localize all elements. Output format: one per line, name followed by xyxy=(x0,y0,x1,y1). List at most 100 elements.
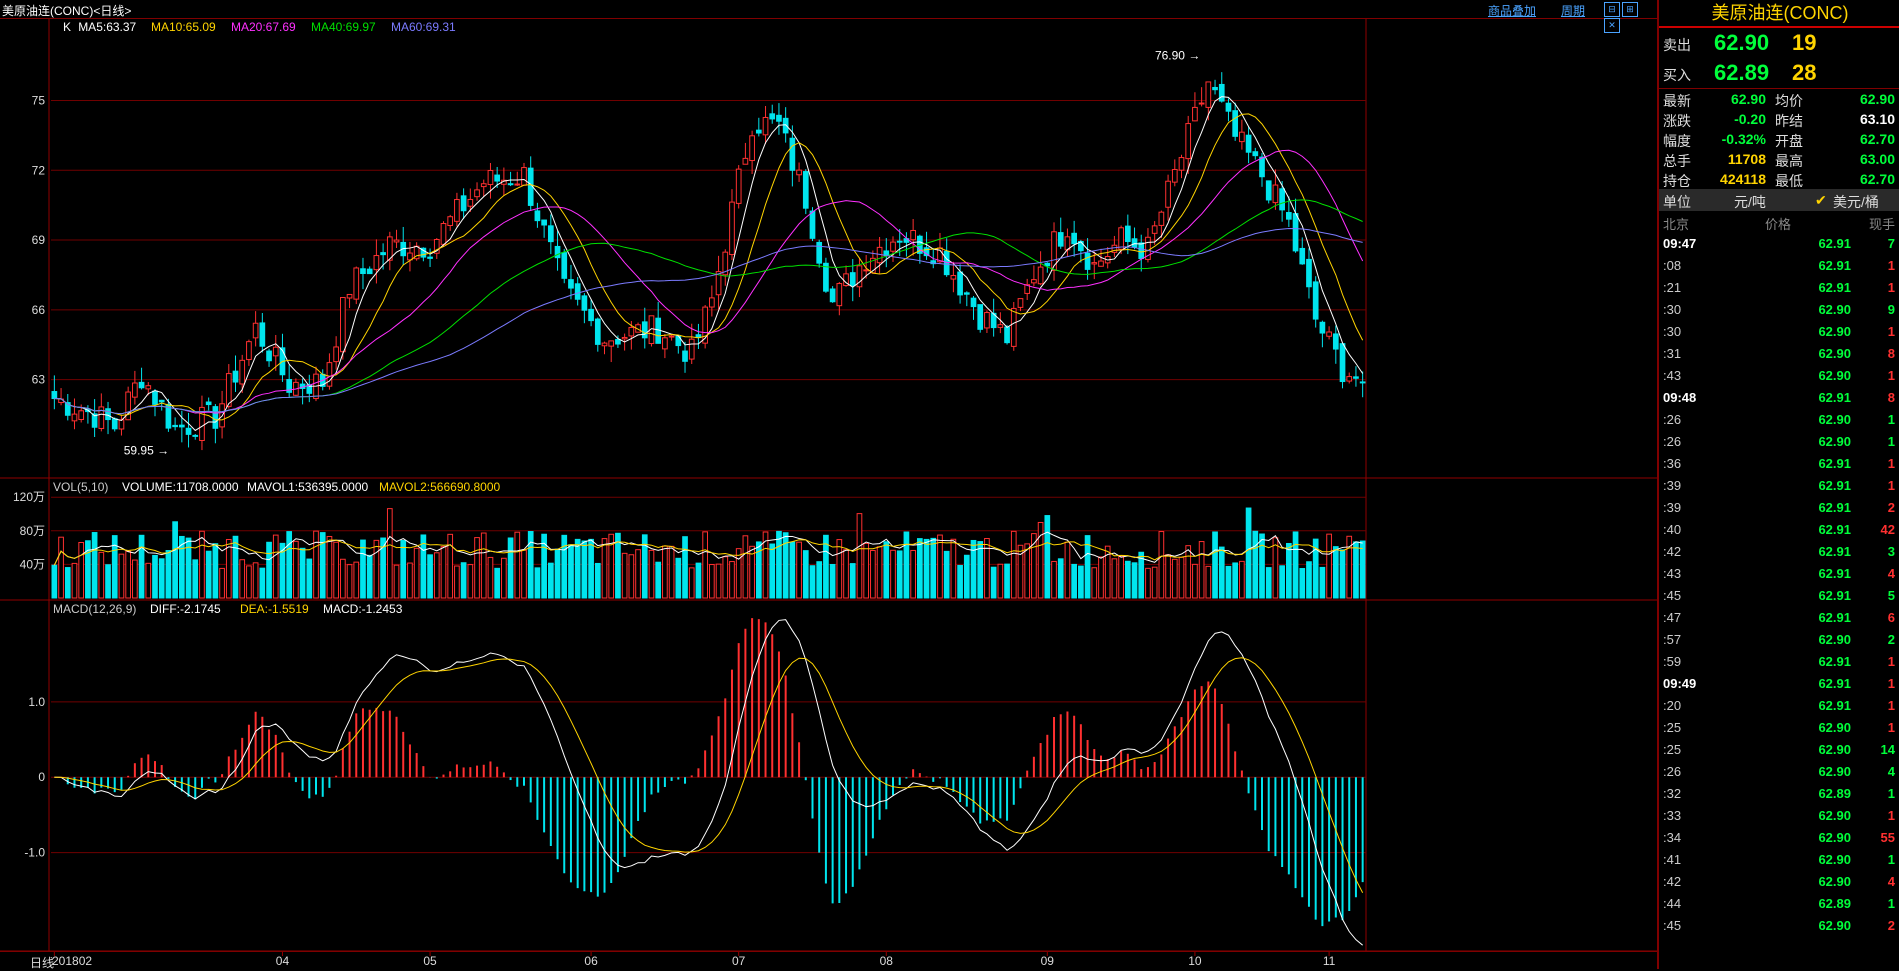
tick-time: :44 xyxy=(1663,896,1682,911)
tick-volume: 3 xyxy=(1887,544,1895,559)
tick-volume: 2 xyxy=(1887,918,1895,933)
volume-bar xyxy=(1245,507,1252,599)
candle-body xyxy=(138,381,145,389)
tick-time: :43 xyxy=(1663,368,1682,383)
candle-body xyxy=(1171,169,1178,183)
period-link[interactable]: 周期 xyxy=(1561,4,1586,18)
price-legend-item: MA5:63.37 xyxy=(78,20,136,34)
candle-body xyxy=(534,210,541,222)
candle-body xyxy=(246,341,252,361)
tick-volume: 1 xyxy=(1887,896,1895,911)
volume-bar xyxy=(507,537,514,599)
tick-price: 62.91 xyxy=(1818,698,1851,713)
stat-label: 涨跌 xyxy=(1663,113,1691,129)
volume-bar xyxy=(407,562,413,599)
tick-volume: 42 xyxy=(1880,522,1895,537)
candle-body xyxy=(1037,266,1044,285)
tick-row: :43 62.90 1 xyxy=(1659,365,1899,387)
candle-body xyxy=(977,304,984,330)
price-legend-item: MA40:69.97 xyxy=(311,20,376,34)
candle-body xyxy=(225,373,232,407)
tick-price: 62.91 xyxy=(1818,236,1851,251)
restore-icon[interactable]: ⊟ xyxy=(1604,2,1620,17)
candle-body xyxy=(762,116,769,136)
volume-bar xyxy=(1078,565,1084,599)
candle-body xyxy=(353,267,360,300)
volume-bar xyxy=(1151,566,1158,599)
candle-body xyxy=(51,391,58,400)
tick-price: 62.90 xyxy=(1818,874,1851,889)
volume-bar xyxy=(561,534,568,599)
period-label[interactable]: 日线 xyxy=(30,956,55,970)
unit-cny[interactable]: 元/吨 xyxy=(1734,194,1766,210)
candle-body xyxy=(930,260,937,265)
maximize-icon[interactable]: ⊞ xyxy=(1622,2,1638,17)
volume-bar xyxy=(521,549,527,599)
tick-row: :42 62.91 3 xyxy=(1659,541,1899,563)
close-icon[interactable]: ✕ xyxy=(1604,18,1620,33)
buy-row: 买入 62.89 28 xyxy=(1659,58,1899,88)
candle-body xyxy=(601,342,608,347)
stat-value: 62.90 xyxy=(1730,91,1766,107)
candle-body xyxy=(111,418,118,430)
tick-price: 62.90 xyxy=(1818,632,1851,647)
tick-row: :31 62.90 8 xyxy=(1659,343,1899,365)
volume-bar xyxy=(903,531,910,599)
volume-bar xyxy=(916,538,923,599)
volume-bar xyxy=(494,567,501,599)
tick-price: 62.91 xyxy=(1818,676,1851,691)
volume-legend-item: VOLUME:11708.0000 xyxy=(122,480,239,494)
volume-bar xyxy=(1319,566,1326,599)
volume-bar xyxy=(1212,531,1218,599)
candle-body xyxy=(199,406,205,442)
candle-body xyxy=(709,297,715,308)
volume-bar xyxy=(413,547,420,599)
candle-body xyxy=(588,308,594,322)
overlay-link[interactable]: 商品叠加 xyxy=(1488,4,1537,18)
volume-bar xyxy=(1057,558,1064,599)
high-annotation: 76.90 → xyxy=(1155,48,1200,62)
volume-bar xyxy=(836,539,843,599)
tick-volume: 1 xyxy=(1887,852,1895,867)
volume-bar xyxy=(192,559,199,599)
candle-body xyxy=(1118,227,1124,250)
candle-body xyxy=(554,245,561,259)
candle-body xyxy=(1091,262,1098,265)
buy-label: 买入 xyxy=(1663,67,1691,83)
candle-body xyxy=(1017,298,1024,308)
volume-bar xyxy=(997,563,1004,599)
tick-volume: 14 xyxy=(1880,742,1895,757)
volume-bar xyxy=(386,508,393,599)
volume-bar xyxy=(950,538,957,599)
unit-usd[interactable]: 美元/桶 xyxy=(1833,194,1879,210)
volume-bar xyxy=(594,562,601,599)
candle-body xyxy=(158,399,165,403)
volume-bar xyxy=(863,542,870,599)
volume-bar xyxy=(105,564,111,599)
volume-bar xyxy=(225,538,232,599)
volume-bar xyxy=(1292,531,1299,599)
tick-time: :31 xyxy=(1663,346,1682,361)
candle-body xyxy=(863,269,870,272)
tick-volume: 1 xyxy=(1887,280,1895,295)
volume-bar xyxy=(755,541,762,599)
tick-row: :25 62.90 14 xyxy=(1659,739,1899,761)
volume-bar xyxy=(1326,533,1332,599)
dea-line xyxy=(54,657,1364,893)
candle-body xyxy=(152,390,158,405)
tick-price: 62.91 xyxy=(1818,456,1851,471)
candle-body xyxy=(380,252,386,256)
candle-body xyxy=(1057,232,1064,247)
volume-bar xyxy=(910,549,916,599)
volume-bar xyxy=(1306,561,1312,599)
candle-body xyxy=(682,350,688,362)
stat-label: 持仓 xyxy=(1663,173,1691,189)
candle-body xyxy=(1212,86,1218,91)
volume-bar xyxy=(1259,533,1265,599)
volume-bar xyxy=(1279,565,1285,599)
tick-volume: 7 xyxy=(1887,236,1895,251)
tick-row: :33 62.90 1 xyxy=(1659,805,1899,827)
candle-body xyxy=(1158,211,1165,226)
candle-body xyxy=(440,223,447,245)
tick-volume: 1 xyxy=(1887,456,1895,471)
